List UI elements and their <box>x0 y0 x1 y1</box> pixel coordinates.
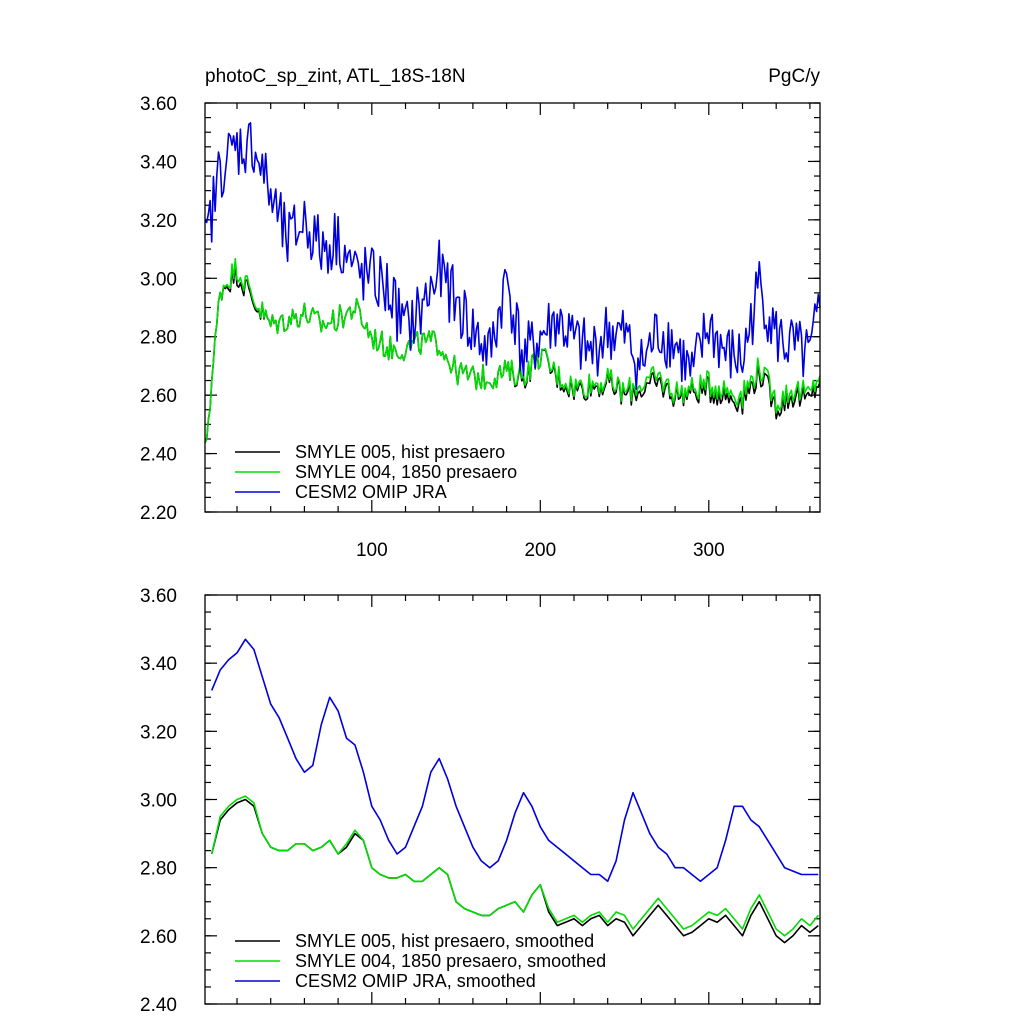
y-tick-label: 3.40 <box>140 152 177 173</box>
x-tick-label: 200 <box>524 540 556 561</box>
y-tick-label: 2.20 <box>140 503 177 524</box>
y-tick-label: 3.60 <box>140 94 177 115</box>
series-line-1 <box>210 798 819 944</box>
bottom-panel: 2.40 2.60 2.80 3.00 3.20 3.40 3.60 SMYLE 005, … <box>140 586 821 1016</box>
y-tick-label: 2.60 <box>140 386 177 407</box>
x-tick-label: 300 <box>693 540 725 561</box>
series-line-3 <box>210 638 819 883</box>
y-tick-label: 3.40 <box>140 654 177 675</box>
series-line-3 <box>204 122 821 391</box>
y-tick-label: 2.40 <box>140 445 177 466</box>
x-tick-label: 100 <box>356 540 388 561</box>
y-tick-label: 3.00 <box>140 791 177 812</box>
legend-label: SMYLE 004, 1850 presaero, smoothed <box>295 951 606 971</box>
y-tick-label: 3.20 <box>140 722 177 743</box>
series-line-2 <box>210 795 819 937</box>
y-tick-label: 3.60 <box>140 586 177 607</box>
series-line-1 <box>204 263 821 443</box>
y-tick-label: 2.40 <box>140 995 177 1016</box>
bottom-legend: SMYLE 005, hist presaero, smoothedSMYLE … <box>235 931 606 991</box>
series-line-2 <box>204 257 821 443</box>
top-title-left: photoC_sp_zint, ATL_18S-18N <box>205 66 466 87</box>
top-title-right: PgC/y <box>768 66 820 87</box>
legend-label: SMYLE 004, 1850 presaero <box>295 462 517 482</box>
y-tick-label: 3.20 <box>140 211 177 232</box>
legend-label: CESM2 OMIP JRA <box>295 482 447 502</box>
y-tick-label: 2.80 <box>140 859 177 880</box>
top-panel: photoC_sp_zint, ATL_18S-18N PgC/y 2.20 2.… <box>140 66 821 561</box>
legend-label: CESM2 OMIP JRA, smoothed <box>295 971 536 991</box>
legend-label: SMYLE 005, hist presaero <box>295 442 505 462</box>
y-tick-label: 3.00 <box>140 269 177 290</box>
y-tick-label: 2.60 <box>140 927 177 948</box>
bottom-plot-frame <box>204 594 821 1005</box>
top-plot-frame <box>204 102 821 513</box>
legend-label: SMYLE 005, hist presaero, smoothed <box>295 931 594 951</box>
y-tick-label: 2.80 <box>140 328 177 349</box>
